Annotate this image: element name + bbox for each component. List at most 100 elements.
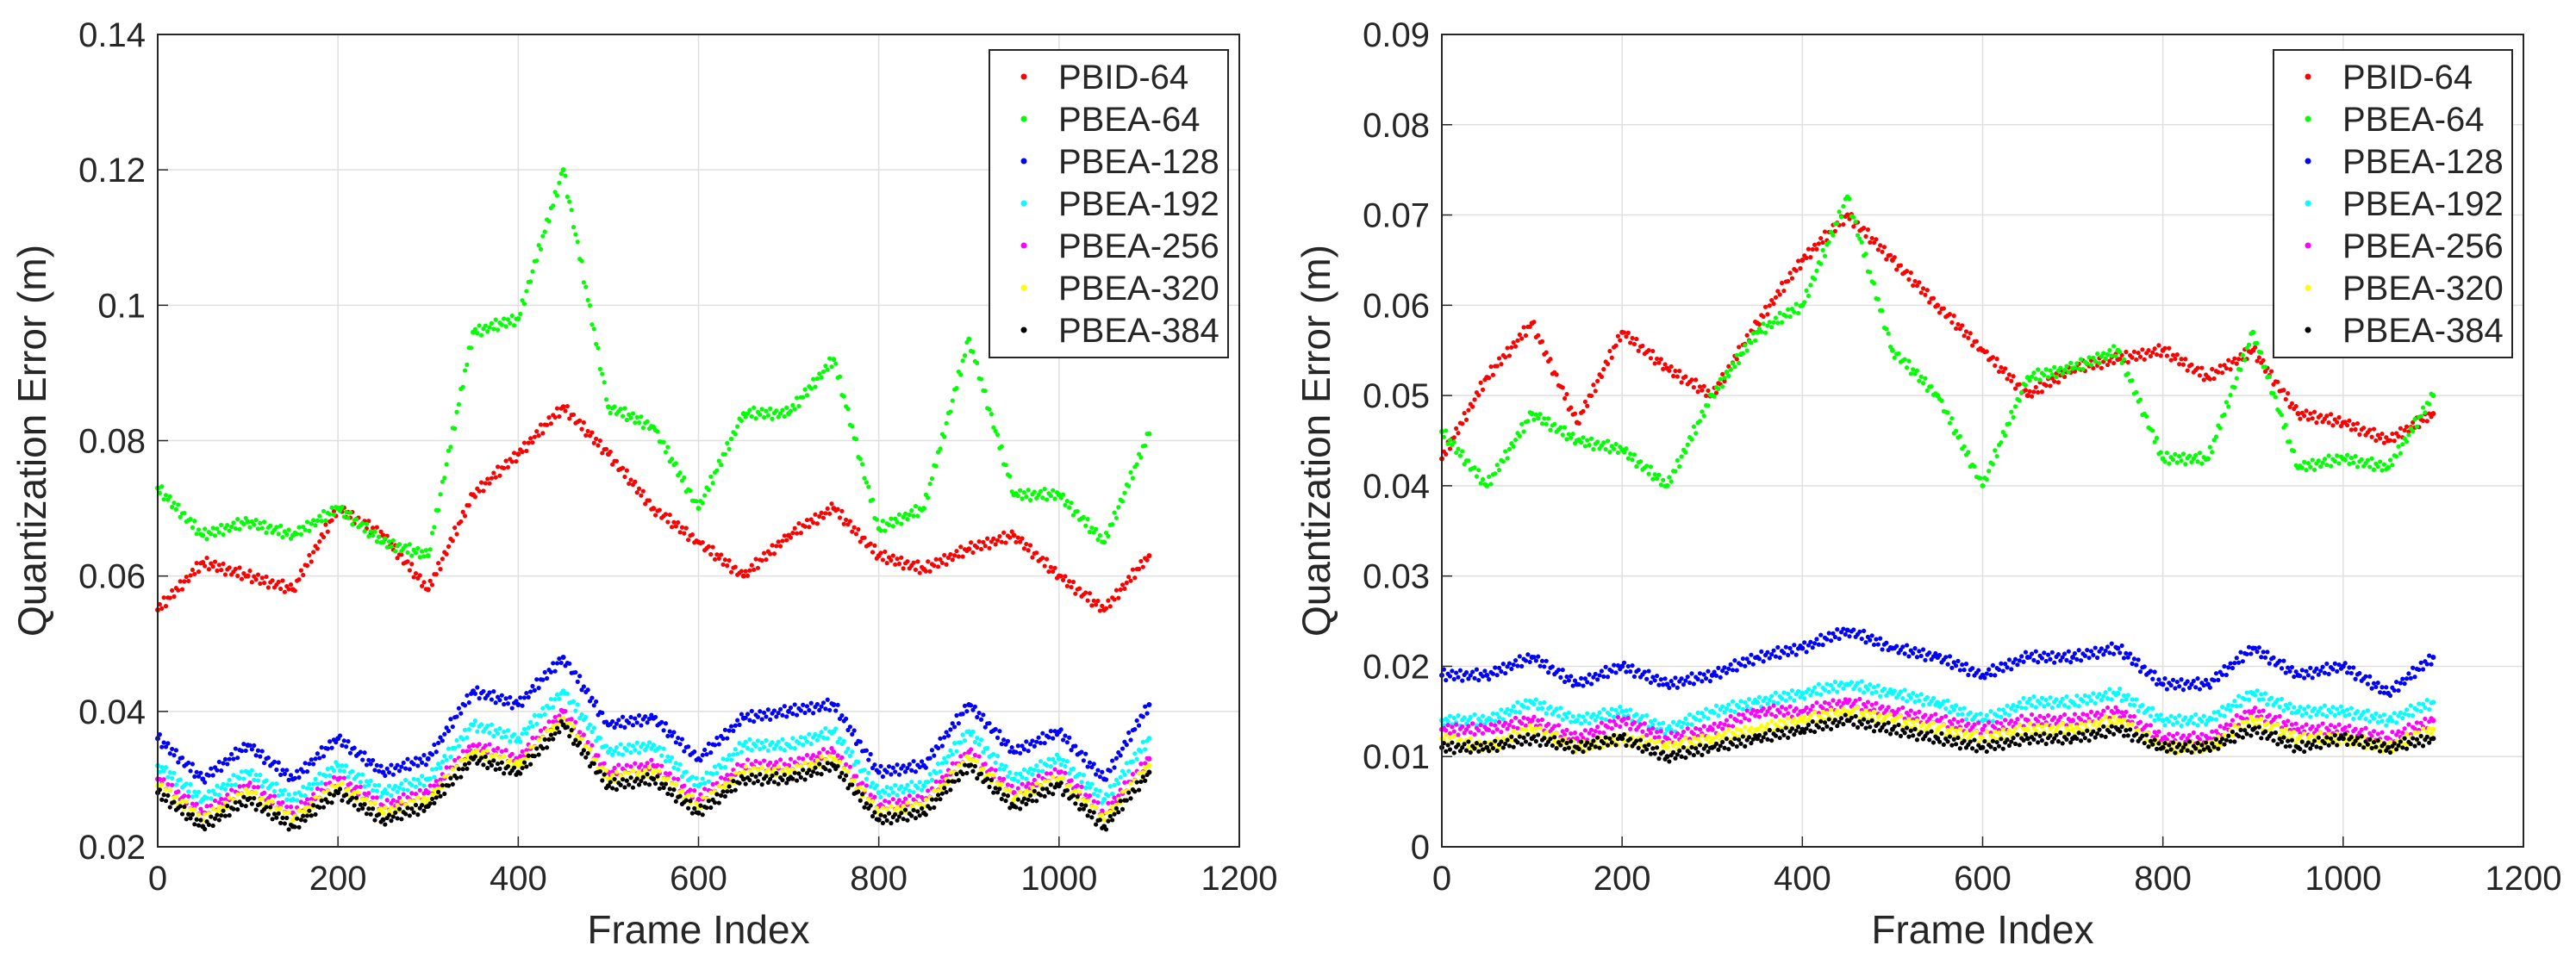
data-point (170, 746, 175, 752)
data-point (722, 765, 727, 770)
data-point (771, 708, 777, 713)
data-point (1058, 574, 1063, 579)
data-point (1871, 642, 1877, 648)
data-point (243, 804, 248, 809)
data-point (1128, 469, 1133, 475)
data-point (1101, 539, 1107, 545)
data-point (340, 504, 345, 510)
data-point (432, 742, 437, 748)
data-point (970, 768, 976, 774)
data-point (446, 448, 452, 453)
data-point (839, 755, 845, 760)
data-point (286, 810, 291, 815)
data-point (1814, 268, 1819, 273)
data-point (557, 413, 562, 420)
data-point (811, 711, 816, 716)
data-point (1478, 481, 1483, 486)
data-point (1804, 650, 1809, 655)
data-point (167, 769, 172, 775)
data-point (819, 772, 824, 777)
data-point (204, 804, 209, 809)
data-point (1094, 772, 1099, 777)
data-point (2066, 649, 2071, 654)
data-point (564, 691, 570, 696)
data-point (258, 772, 263, 778)
data-point (740, 573, 746, 579)
data-point (820, 700, 826, 706)
data-point (895, 557, 900, 562)
data-point (581, 280, 586, 285)
data-point (356, 807, 361, 812)
data-point (2085, 647, 2090, 653)
data-point (811, 376, 816, 382)
data-point (1027, 742, 1033, 747)
data-point (907, 762, 912, 767)
data-point (753, 743, 758, 749)
data-point (1621, 330, 1627, 335)
data-point (727, 446, 732, 451)
data-point (745, 411, 751, 416)
data-point (902, 769, 908, 774)
data-point (1106, 793, 1111, 799)
data-point (1993, 448, 1998, 453)
data-point (446, 544, 452, 549)
data-point (567, 661, 572, 666)
data-point (1536, 333, 1541, 338)
data-point (190, 762, 196, 767)
data-point (858, 785, 863, 790)
data-point (610, 752, 615, 757)
data-point (995, 432, 1001, 438)
data-point (2111, 344, 2117, 349)
data-point (893, 811, 898, 817)
data-point (2066, 370, 2071, 375)
data-point (1136, 770, 1142, 775)
data-point (389, 544, 394, 550)
data-point (452, 745, 458, 750)
data-point (801, 756, 806, 762)
data-point (2335, 668, 2340, 674)
data-point (487, 742, 492, 747)
data-point (536, 737, 541, 743)
data-point (1441, 667, 1446, 672)
data-point (1775, 320, 1781, 326)
data-point (1051, 756, 1056, 762)
data-point (579, 258, 584, 264)
data-point (1569, 405, 1574, 410)
data-point (1966, 335, 1971, 340)
data-point (173, 794, 178, 799)
data-point (366, 533, 371, 539)
data-point (331, 774, 337, 780)
data-point (393, 783, 398, 789)
data-point (620, 413, 626, 419)
data-point (411, 799, 416, 804)
data-point (188, 806, 193, 811)
legend-marker (1020, 242, 1027, 249)
data-point (1500, 662, 1506, 667)
data-point (782, 413, 787, 420)
data-point (341, 514, 346, 519)
data-point (2033, 376, 2038, 382)
data-point (560, 404, 566, 410)
data-point (633, 748, 638, 753)
data-point (1058, 769, 1063, 774)
data-point (1808, 283, 1813, 288)
data-point (532, 434, 537, 439)
data-point (1051, 736, 1056, 741)
data-point (1886, 331, 1891, 336)
data-point (856, 526, 861, 532)
data-point (2191, 456, 2196, 462)
data-point (2242, 358, 2248, 363)
data-point (2078, 357, 2084, 362)
data-point (667, 729, 672, 734)
data-point (212, 533, 218, 538)
data-point (1869, 633, 1874, 638)
data-point (689, 774, 695, 780)
data-point (1094, 526, 1099, 532)
data-point (893, 516, 898, 521)
data-point (1103, 606, 1109, 611)
data-point (1904, 365, 1910, 370)
data-point (1868, 637, 1873, 643)
data-point (245, 573, 251, 579)
data-point (409, 791, 415, 796)
data-point (1496, 467, 1502, 473)
